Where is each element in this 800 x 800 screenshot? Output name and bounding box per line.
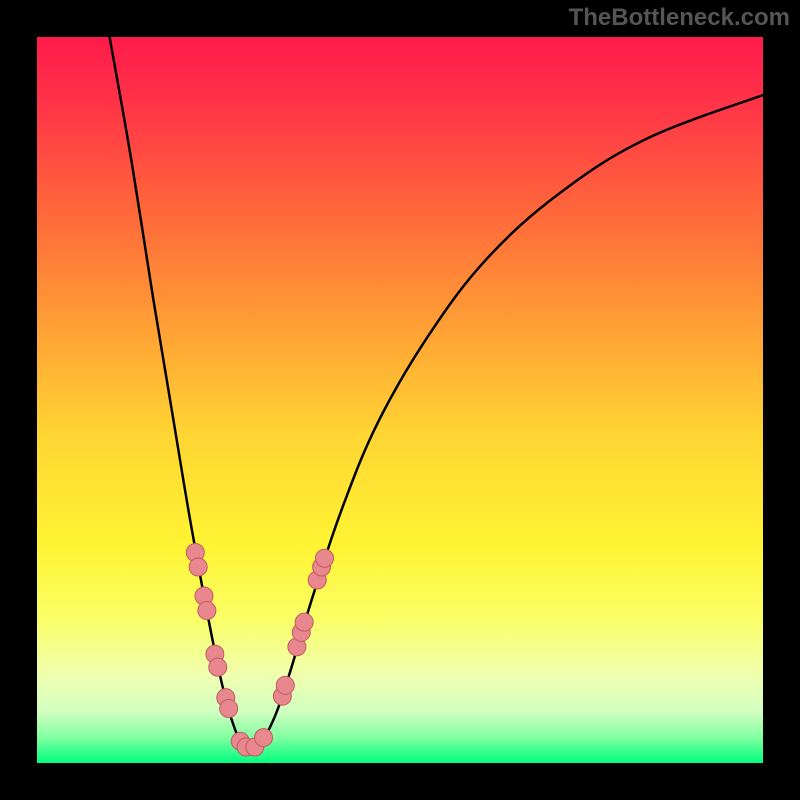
watermark-text: TheBottleneck.com: [569, 4, 790, 32]
data-marker: [276, 676, 294, 694]
data-marker: [189, 558, 207, 576]
plot-background: [37, 37, 763, 763]
data-marker: [255, 729, 273, 747]
data-marker: [220, 700, 238, 718]
data-marker: [295, 613, 313, 631]
chart-root: TheBottleneck.com: [0, 0, 800, 800]
data-marker: [198, 602, 216, 620]
bottleneck-curve-chart: [0, 0, 800, 800]
data-marker: [209, 658, 227, 676]
data-marker: [315, 549, 333, 567]
